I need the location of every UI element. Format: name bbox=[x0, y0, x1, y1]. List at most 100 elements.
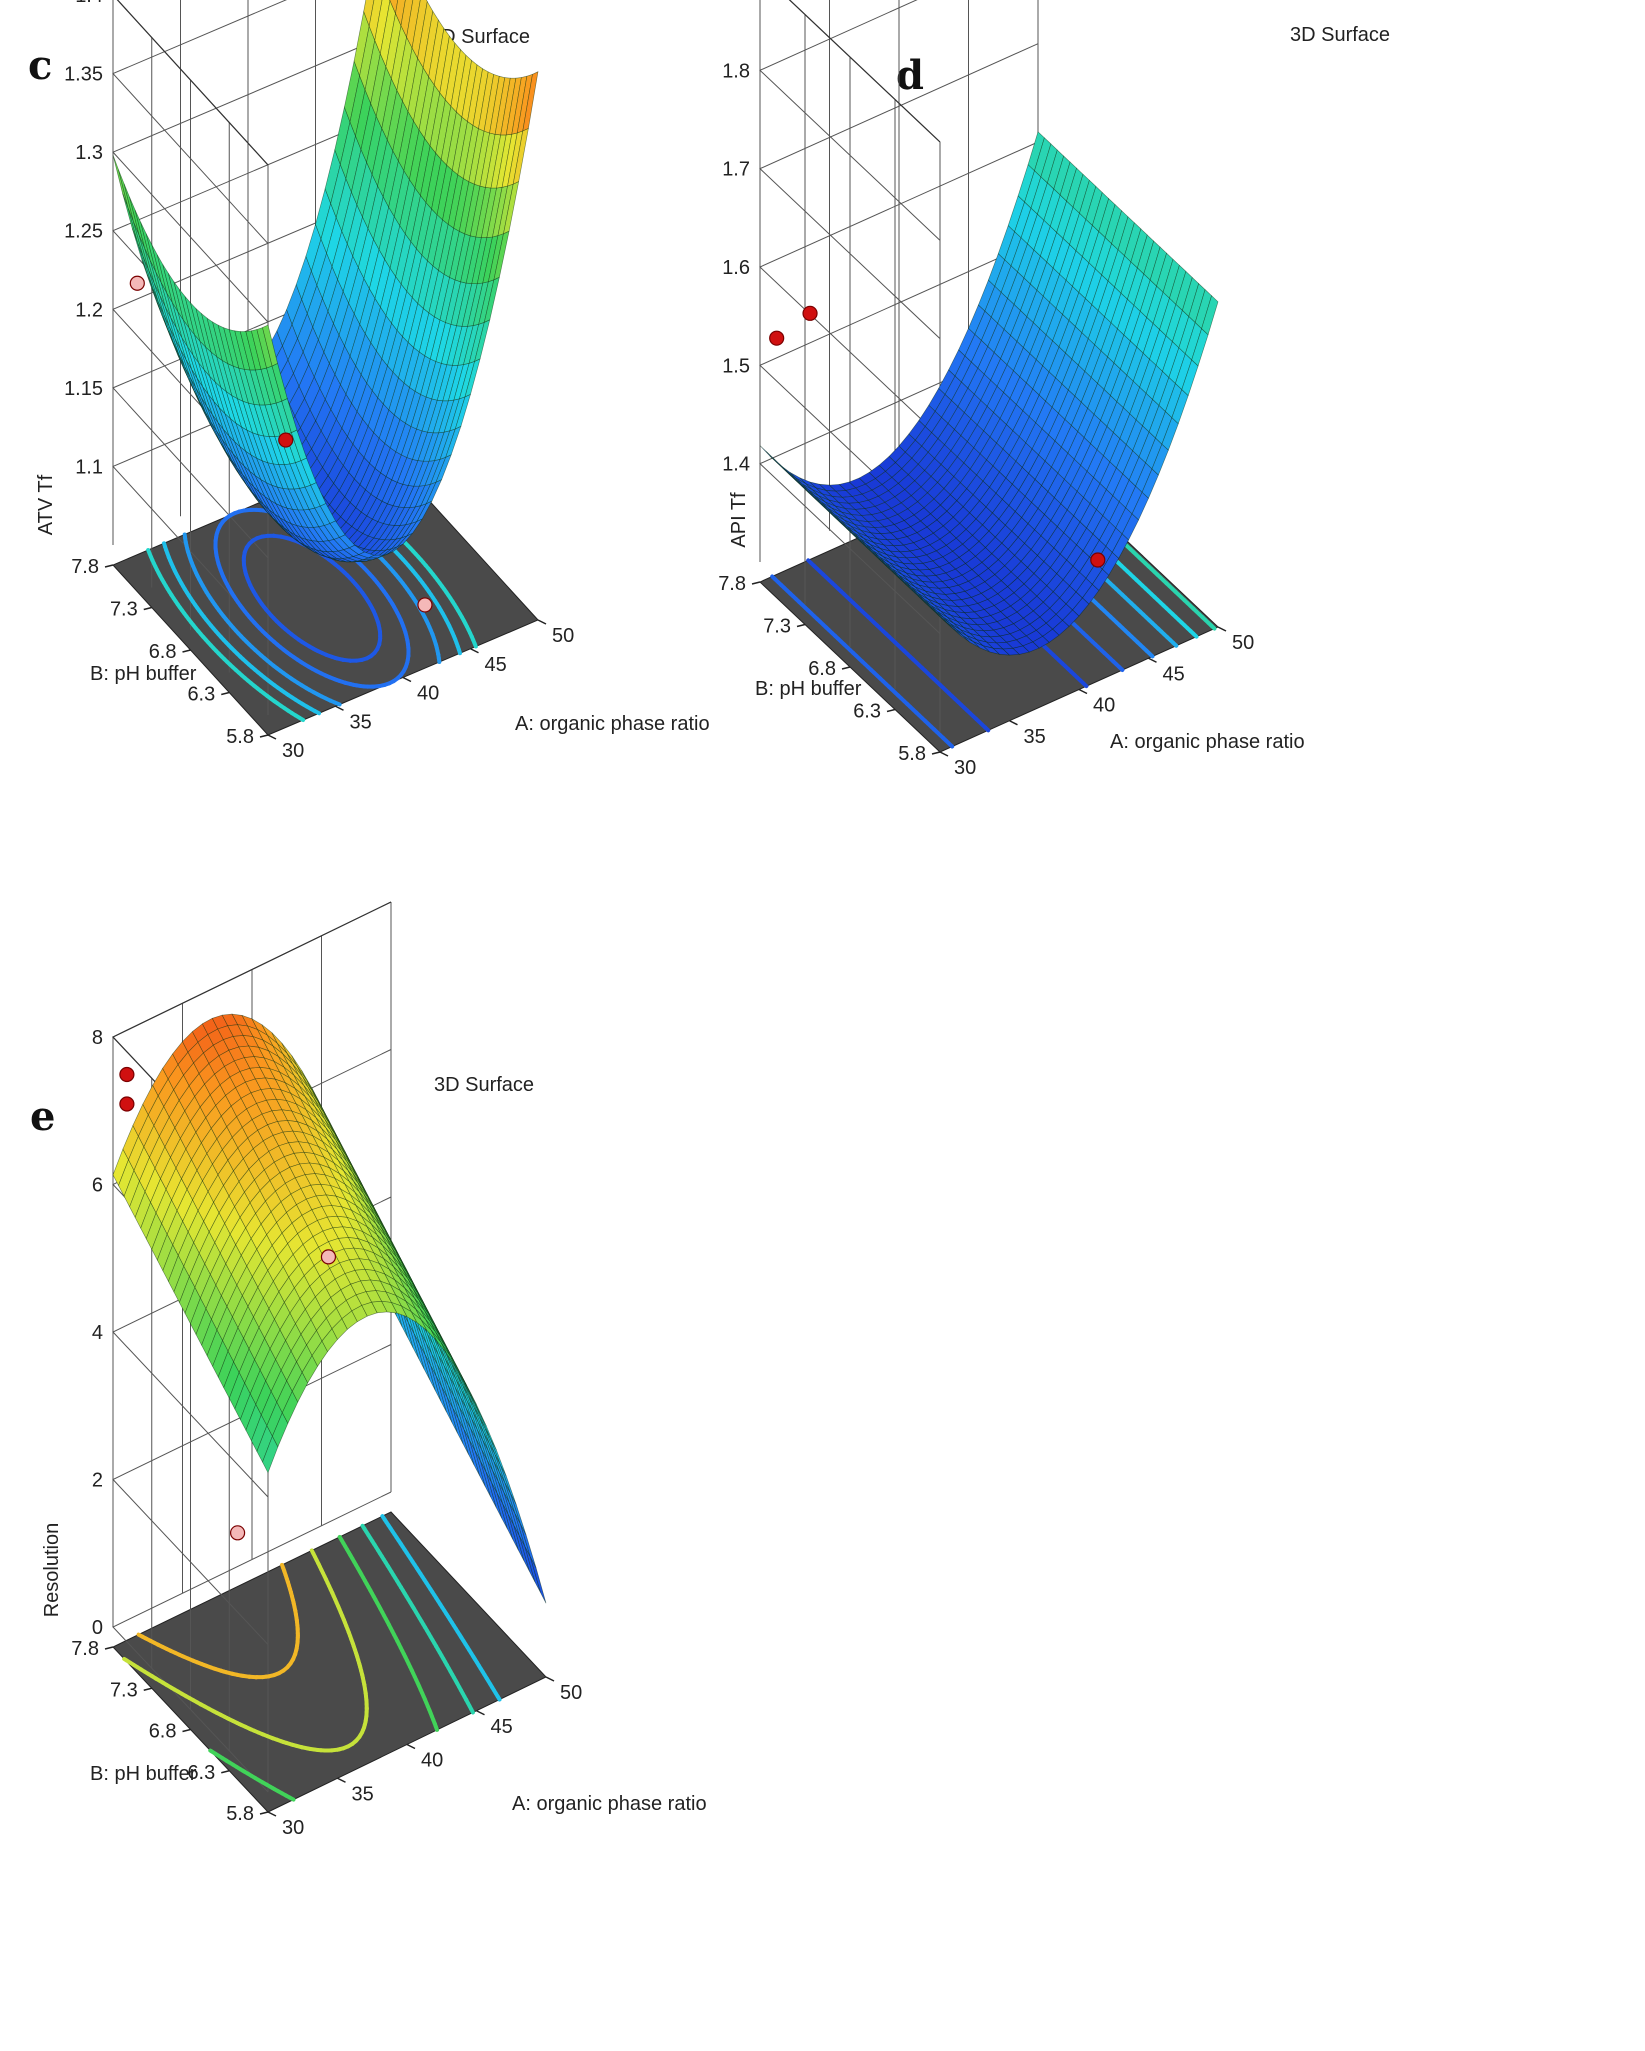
y-tick bbox=[841, 666, 851, 670]
x-tick bbox=[335, 705, 344, 711]
x-tick-label: 50 bbox=[560, 1682, 582, 1704]
contour-line bbox=[252, 684, 260, 691]
z-tick-label: 1.15 bbox=[64, 378, 103, 400]
design-point bbox=[129, 275, 145, 291]
grid-line bbox=[112, 36, 384, 323]
design-point bbox=[278, 432, 294, 448]
y-tick bbox=[182, 1728, 191, 1733]
x-tick-label: 40 bbox=[421, 1750, 443, 1772]
surface-facet bbox=[118, 169, 134, 223]
box-edge bbox=[788, 0, 941, 143]
chart-title-d: 3D Surface bbox=[1290, 24, 1391, 46]
contour-line bbox=[403, 541, 410, 548]
z-axis-label: API Tf bbox=[728, 492, 750, 548]
z-tick-label: 0 bbox=[92, 1617, 103, 1639]
y-tick bbox=[221, 691, 230, 696]
y-tick-label: 7.3 bbox=[110, 599, 138, 621]
contour-line bbox=[270, 1786, 277, 1791]
contour-line bbox=[307, 1746, 317, 1752]
grid-line bbox=[112, 0, 288, 244]
contour-line bbox=[304, 686, 312, 692]
contour-line bbox=[284, 692, 291, 697]
contour-line bbox=[289, 677, 297, 683]
contour-line bbox=[274, 619, 282, 626]
design-point bbox=[229, 1525, 246, 1541]
surface-mesh bbox=[112, 1013, 547, 1604]
x-tick-label: 50 bbox=[552, 625, 574, 647]
contour-line bbox=[284, 1793, 292, 1800]
surface-mesh bbox=[112, 0, 539, 563]
z-tick-label: 1.7 bbox=[722, 159, 750, 181]
y-tick-label: 5.8 bbox=[226, 726, 254, 748]
x-tick-label: 35 bbox=[1024, 726, 1046, 748]
contour-line bbox=[360, 1523, 367, 1531]
design-points bbox=[769, 305, 1106, 568]
contour-line bbox=[271, 1736, 279, 1742]
x-tick-label: 30 bbox=[954, 757, 976, 779]
y-tick-label: 6.3 bbox=[187, 684, 215, 706]
z-tick-label: 1.35 bbox=[64, 64, 103, 86]
y-tick-label: 5.8 bbox=[226, 1803, 254, 1825]
x-tick bbox=[1148, 657, 1157, 663]
x-tick-label: 40 bbox=[417, 683, 439, 705]
x-tick-label: 50 bbox=[1232, 632, 1254, 654]
z-tick-label: 1.3 bbox=[75, 142, 103, 164]
design-point bbox=[1090, 552, 1106, 568]
contour-line bbox=[191, 1658, 200, 1665]
x-tick bbox=[537, 619, 547, 625]
contour-line bbox=[282, 648, 289, 655]
chart-title-e: 3D Surface bbox=[434, 1074, 535, 1096]
chart-panel-d: d 3D Surface 1.41.51.61.71.81.95.86.36.8… bbox=[718, 0, 1645, 1000]
contour-line bbox=[299, 701, 306, 707]
contour-line bbox=[324, 673, 332, 680]
contour-line bbox=[224, 1716, 231, 1721]
y-tick-label: 7.8 bbox=[71, 1638, 99, 1660]
contour-line bbox=[184, 1694, 192, 1701]
panel-letter-c: c bbox=[28, 42, 53, 89]
y-tick-label: 7.3 bbox=[110, 1679, 138, 1701]
y-tick-label: 7.8 bbox=[718, 573, 746, 595]
x-tick bbox=[337, 1777, 346, 1783]
y-tick-label: 6.8 bbox=[808, 658, 836, 680]
contour-line bbox=[300, 660, 307, 667]
contour-line bbox=[313, 668, 319, 674]
y-axis-label: B: pH buffer bbox=[755, 678, 862, 700]
contour-line bbox=[280, 1562, 286, 1571]
z-axis-label: ATV Tf bbox=[35, 474, 57, 535]
x-tick bbox=[267, 1811, 277, 1817]
y-tick bbox=[796, 623, 806, 628]
y-tick bbox=[751, 581, 761, 585]
x-axis-label: A: organic phase ratio bbox=[1110, 731, 1305, 753]
surface-chart-c: 1.1 1.15 1.2 1.25 1.3 1.35 1.4 5.8 6.3 6.8 7.3 7.8 3… bbox=[35, 0, 710, 762]
contour-line bbox=[290, 1742, 299, 1748]
contour-line bbox=[208, 1748, 214, 1754]
contour-line bbox=[337, 1534, 344, 1543]
design-point bbox=[119, 1096, 135, 1112]
z-tick-label: 1.4 bbox=[722, 454, 750, 476]
x-tick-label: 35 bbox=[352, 1783, 374, 1805]
contour-line bbox=[180, 1654, 186, 1659]
axes: 0 2 4 6 8 5.8 6.3 6.8 7.3 7.8 30 35 40 45 50 Resolution… bbox=[41, 1027, 707, 1839]
x-axis-label: A: organic phase ratio bbox=[515, 713, 710, 735]
design-points bbox=[129, 275, 433, 613]
z-tick-label: 1.5 bbox=[722, 355, 750, 377]
contour-line bbox=[273, 699, 280, 706]
contour-line bbox=[249, 1727, 257, 1733]
contour-line bbox=[317, 693, 324, 699]
y-tick bbox=[104, 564, 114, 568]
y-axis-label: B: pH buffer bbox=[90, 663, 197, 685]
y-tick bbox=[259, 1811, 269, 1815]
z-tick-label: 1.1 bbox=[75, 456, 103, 478]
x-tick bbox=[545, 1676, 555, 1682]
contour-line bbox=[146, 548, 152, 556]
z-tick-label: 1.2 bbox=[75, 299, 103, 321]
x-tick-label: 45 bbox=[1163, 663, 1185, 685]
z-tick-label: 1.4 bbox=[75, 0, 103, 7]
x-tick-label: 45 bbox=[491, 1716, 513, 1738]
contour-line bbox=[351, 682, 359, 688]
z-tick-label: 1.8 bbox=[722, 60, 750, 82]
y-tick-label: 6.8 bbox=[149, 641, 177, 663]
contour-line bbox=[143, 1636, 149, 1641]
floor-plane bbox=[112, 1511, 547, 1813]
contour-line bbox=[334, 677, 342, 683]
